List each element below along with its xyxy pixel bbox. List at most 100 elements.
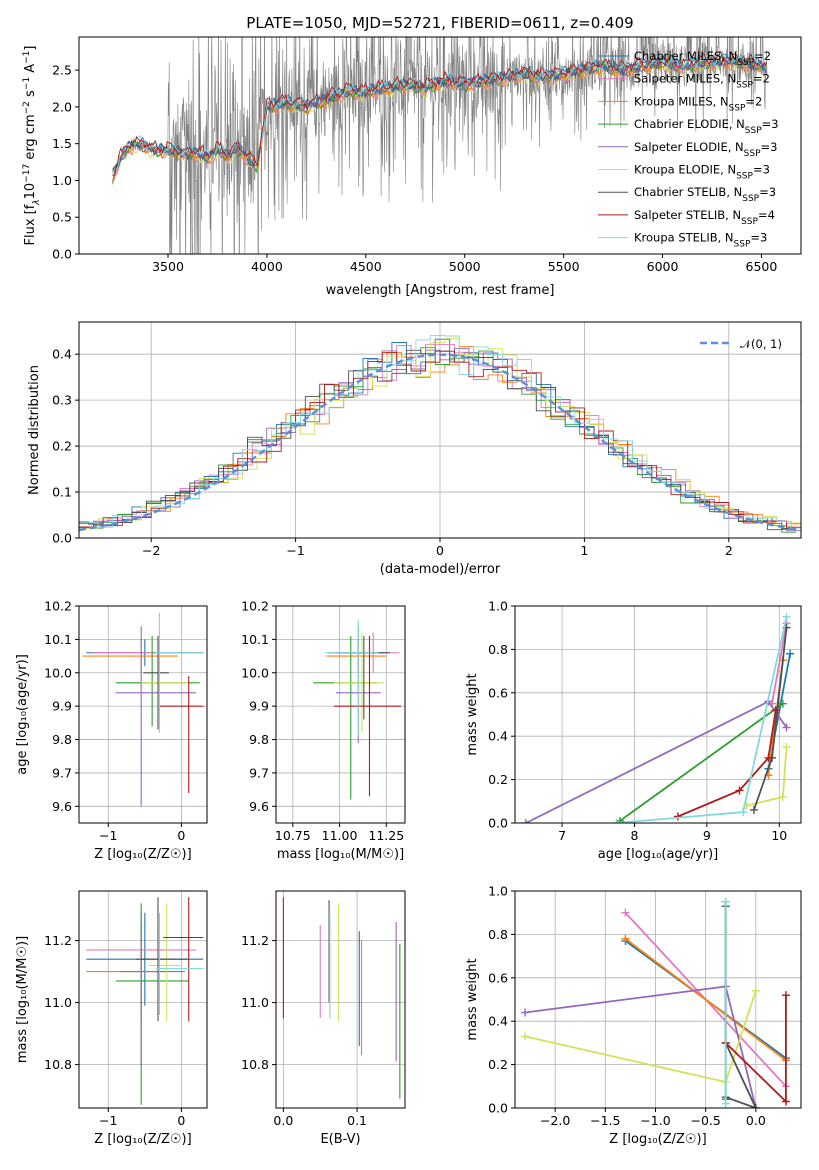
text-segment: Chabrier ELODIE, N xyxy=(634,117,745,131)
text-segment: Salpeter ELODIE, N xyxy=(634,140,744,154)
text-segment: SSP xyxy=(737,58,754,68)
normal-curve xyxy=(79,353,799,532)
plot-area-spectrum xyxy=(112,37,768,254)
weight-marker xyxy=(721,897,730,906)
y-tick-label: 1.0 xyxy=(488,599,508,614)
text-segment: =3 xyxy=(761,140,778,154)
x-axis-label: mass [log₁₀(M/M☉)] xyxy=(277,847,404,862)
y-tick-label: 10.0 xyxy=(241,665,269,680)
x-tick-label: 5000 xyxy=(449,259,481,274)
y-tick-label: 2.5 xyxy=(52,63,72,78)
text-segment: A xyxy=(23,64,38,77)
axes-mass-weight-vs-Z: −2.0 −1.5 −1.0 −0.5 0.0 0.0 0.2 0.4 0.6 0.8 1.0 Z [… xyxy=(465,884,802,1147)
y-axis-label: Flux [fλ10−17 erg cm−2 s−1 A−1] xyxy=(22,46,42,246)
text-segment: =3 xyxy=(750,231,767,245)
plot-area-mass-weight-vs-age xyxy=(521,612,795,823)
text-segment: SSP xyxy=(736,81,753,91)
text-segment: =3 xyxy=(759,185,776,199)
y-tick-label: 9.6 xyxy=(52,799,72,814)
y-axis-label: mass [log₁₀(M/M☉)] xyxy=(15,936,30,1063)
weight-marker xyxy=(786,649,795,658)
y-tick-label: 11.2 xyxy=(44,933,72,948)
plot-area-residuals xyxy=(79,335,801,533)
text-segment: =3 xyxy=(753,163,770,177)
x-tick-label: 6000 xyxy=(647,259,679,274)
x-axis-label: wavelength [Angstrom, rest frame] xyxy=(326,283,555,298)
x-axis-label: Z [log₁₀(Z/Z☉)] xyxy=(609,1132,706,1147)
error-point-chabrier-elodie xyxy=(313,636,377,800)
legend-label: Chabrier MILES, NSSP=2 xyxy=(634,49,771,68)
axes-frame xyxy=(78,605,208,824)
error-point-salpeter-elodie xyxy=(119,934,186,1065)
error-point-chabrier-stelib xyxy=(143,636,169,730)
text-segment: Kroupa MILES, N xyxy=(634,94,729,108)
y-tick-label: 2.0 xyxy=(52,99,72,114)
error-point-kroupa-stelib xyxy=(155,612,204,733)
weight-line xyxy=(524,990,757,1084)
observed-spectrum xyxy=(112,37,768,254)
x-tick-label: 0.1 xyxy=(347,1113,367,1128)
axes-age-vs-Z: −1 0 9.6 9.7 9.8 9.9 10.0 10.1 10.2 Z [log₁₀(Z/Z☉… xyxy=(15,599,208,862)
y-tick-label: 0.5 xyxy=(52,210,72,225)
x-tick-label: 11.25 xyxy=(368,828,404,843)
weight-series-kroupa-elodie xyxy=(521,986,760,1086)
text-segment: −1 xyxy=(22,51,32,64)
error-point-kroupa-stelib xyxy=(324,619,379,737)
text-segment: SSP xyxy=(734,240,751,250)
y-tick-label: 0.6 xyxy=(488,970,508,985)
text-segment: SSP xyxy=(736,172,753,182)
weight-series-salpeter-stelib xyxy=(673,706,780,821)
y-tick-label: 10.8 xyxy=(241,1057,269,1072)
x-tick-label: −0.5 xyxy=(690,1113,720,1128)
text-segment: −1 xyxy=(22,77,32,90)
x-tick-label: −1 xyxy=(99,1113,117,1128)
text-segment: Salpeter MILES, N xyxy=(634,72,736,86)
text-segment: =3 xyxy=(762,117,779,131)
y-tick-label: 10.1 xyxy=(44,632,72,647)
y-tick-label: 0.2 xyxy=(488,1057,508,1072)
axes-residuals: −2 −1 0 1 2 0.0 0.1 0.2 0.3 0.4 (data-model)/error… xyxy=(27,321,802,577)
weight-series-chabrier-elodie xyxy=(615,699,787,823)
weight-series-kroupa-elodie xyxy=(742,743,791,810)
x-tick-label: 0 xyxy=(436,543,444,558)
x-tick-label: 5500 xyxy=(548,259,580,274)
weight-marker xyxy=(782,612,791,621)
x-tick-label: 0 xyxy=(177,1113,185,1128)
text-segment: λ xyxy=(32,199,42,205)
weight-marker xyxy=(615,816,624,823)
weight-line xyxy=(524,985,757,1108)
weight-marker xyxy=(612,819,621,823)
y-tick-label: 0.8 xyxy=(488,642,508,657)
weight-line xyxy=(619,702,784,822)
weight-marker xyxy=(521,819,530,823)
legend-label: Salpeter ELODIE, NSSP=3 xyxy=(634,140,777,159)
y-tick-label: 9.9 xyxy=(249,699,269,714)
y-tick-label: 0.1 xyxy=(52,485,72,500)
y-tick-label: 9.9 xyxy=(52,699,72,714)
error-point-kroupa-miles xyxy=(82,639,178,673)
y-tick-label: 1.0 xyxy=(52,173,72,188)
x-tick-label: 4500 xyxy=(350,259,382,274)
y-axis-label: age [log₁₀(age/yr)] xyxy=(15,654,30,775)
error-point-kroupa-miles xyxy=(326,639,387,673)
text-segment: −2 xyxy=(22,101,32,114)
error-point-kroupa-elodie xyxy=(148,903,182,1022)
axes-spectrum: 3500 4000 4500 5000 5500 6000 6500 0.0 0.5 1.0 1.5… xyxy=(22,36,802,298)
model-spectrum-salpeter-stelib xyxy=(112,50,767,177)
x-tick-label: −1.0 xyxy=(640,1113,670,1128)
x-axis-label: Z [log₁₀(Z/Z☉)] xyxy=(94,847,191,862)
x-tick-label: 0 xyxy=(177,828,185,843)
weight-marker xyxy=(621,908,630,917)
weight-marker xyxy=(521,1008,530,1017)
y-tick-label: 9.7 xyxy=(249,765,269,780)
text-segment: Salpeter STELIB, N xyxy=(634,208,741,222)
y-tick-label: 0.8 xyxy=(488,927,508,942)
x-tick-label: 11.00 xyxy=(322,828,358,843)
y-axis-label: mass weight xyxy=(465,958,480,1040)
x-tick-label: 7 xyxy=(558,828,566,843)
x-axis-label: E(B-V) xyxy=(320,1132,360,1147)
weight-marker xyxy=(781,991,790,1000)
legend-label: Salpeter MILES, NSSP=2 xyxy=(634,72,770,91)
error-point-salpeter-stelib xyxy=(333,636,402,797)
axes-frame xyxy=(514,605,802,824)
